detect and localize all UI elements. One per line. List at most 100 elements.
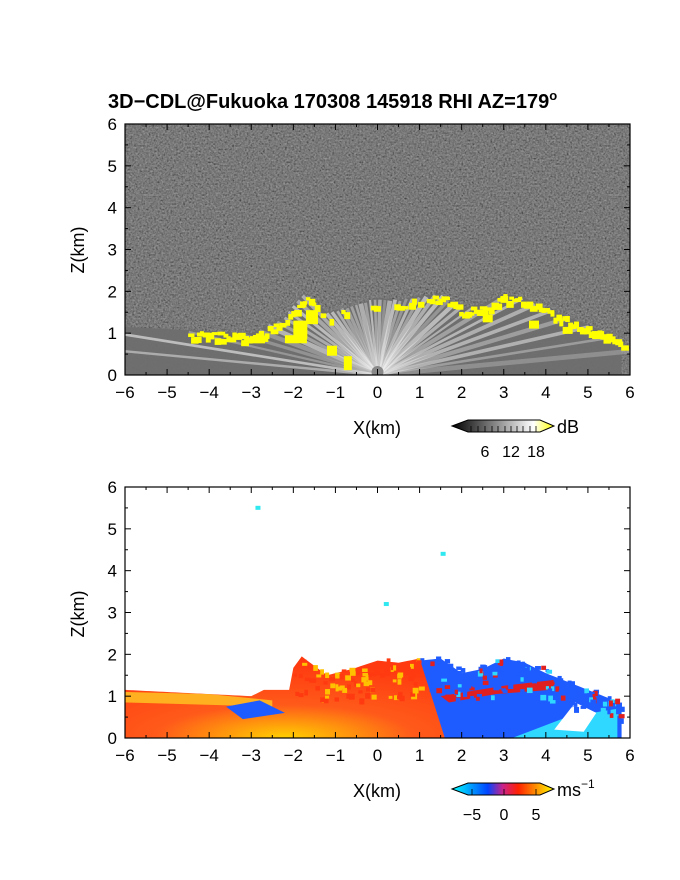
- velocity-pixel: [570, 681, 575, 687]
- colorbar1-bar: [450, 419, 556, 433]
- velocity-pixel: [472, 682, 478, 688]
- colorbar1-unit: dB: [557, 417, 579, 437]
- high-intensity-pixel: [600, 334, 608, 340]
- high-intensity-pixel: [521, 301, 527, 308]
- approaching-velocity-region: [125, 656, 445, 738]
- velocity-pixel: [490, 695, 495, 701]
- colorbar2-tickmarks: [471, 789, 537, 795]
- colorbar2-tick-label: −5: [463, 807, 481, 824]
- velocity-pixel: [397, 672, 404, 678]
- velocity-pixel: [616, 702, 623, 707]
- velocity-pixel: [609, 713, 614, 718]
- velocity-pixel: [580, 705, 587, 709]
- velocity-pixel: [351, 678, 355, 682]
- y-tick-label: 6: [108, 478, 117, 497]
- colorbar2-bar: [450, 782, 556, 796]
- high-intensity-pixel: [211, 332, 218, 336]
- velocity-pixel: [405, 667, 411, 671]
- velocity-pixel: [584, 688, 589, 694]
- high-intensity-pixel: [417, 301, 425, 308]
- velocity-pixel: [488, 673, 494, 678]
- velocity-pixel: [339, 673, 344, 680]
- x-tick-label: −5: [157, 746, 176, 765]
- high-intensity-pixel: [571, 324, 577, 330]
- velocity-pixel: [587, 693, 593, 699]
- velocity-pixel: [495, 659, 500, 664]
- x-tick-label: 1: [415, 383, 424, 402]
- figure-title: 3D−CDL@Fukuoka 170308 145918 RHI AZ=179o: [108, 88, 557, 113]
- velocity-pixel: [482, 675, 487, 680]
- velocity-pixel: [497, 671, 504, 678]
- approaching-velocity-band: [125, 691, 273, 707]
- high-intensity-pixel: [456, 304, 464, 310]
- velocity-pixel: [500, 665, 505, 672]
- velocity-pixel: [347, 684, 351, 690]
- high-intensity-pixel: [588, 331, 594, 339]
- velocity-pixel: [533, 692, 540, 697]
- colorbar1-tick-label: 6: [481, 444, 490, 461]
- high-intensity-pixel: [305, 297, 311, 301]
- high-intensity-pixel: [238, 332, 246, 340]
- velocity-pixel: [313, 665, 318, 671]
- high-intensity-pixel: [229, 337, 237, 343]
- y-tick-label: 6: [108, 115, 117, 134]
- high-intensity-pixel: [273, 323, 280, 328]
- velocity-pixel: [558, 678, 563, 685]
- velocity-pixel: [545, 686, 550, 690]
- high-intensity-pixel: [453, 303, 458, 310]
- high-intensity-pixel: [285, 319, 291, 326]
- velocity-pixel: [462, 691, 468, 697]
- velocity-pixel: [386, 658, 391, 665]
- velocity-pixel: [456, 666, 462, 670]
- high-intensity-pixel: [314, 304, 321, 312]
- high-intensity-pixel: [308, 298, 316, 306]
- velocity-pixel: [320, 697, 325, 703]
- velocity-pixel: [341, 669, 347, 673]
- velocity-pixel: [548, 695, 553, 702]
- velocity-pixel: [329, 677, 336, 682]
- high-intensity-pixel: [291, 311, 296, 318]
- colorbar2-tick-label: 0: [500, 807, 509, 824]
- velocity-pixel: [436, 688, 443, 694]
- high-intensity-pixel: [232, 332, 237, 340]
- velocity-pixel: [445, 694, 450, 700]
- velocity-pixel: [362, 668, 368, 673]
- x-tick-label: −4: [199, 383, 218, 402]
- velocity-pixel: [320, 669, 325, 675]
- velocity-pixel: [436, 685, 442, 691]
- velocity-pixel: [492, 671, 498, 676]
- y-tick-label: 1: [108, 324, 117, 343]
- high-intensity-pixel: [429, 299, 436, 305]
- velocity-pixel: [469, 676, 476, 681]
- high-intensity-pixel: [244, 335, 250, 342]
- high-intensity-pixel: [529, 320, 539, 329]
- high-intensity-pixel: [476, 309, 484, 316]
- high-intensity-pixel: [467, 312, 475, 316]
- isolated-velocity-pixel: [440, 551, 446, 556]
- velocity-pixel: [520, 677, 524, 682]
- velocity-pixel: [558, 690, 564, 694]
- velocity-pixel: [325, 672, 330, 679]
- velocity-pixel: [393, 665, 397, 671]
- high-intensity-pixel: [526, 301, 534, 309]
- high-intensity-pixel: [220, 338, 227, 345]
- high-intensity-pixel: [459, 311, 464, 317]
- velocity-pixel: [353, 670, 360, 676]
- velocity-pixel: [518, 662, 524, 668]
- panel1-xlabel: X(km): [353, 418, 401, 438]
- velocity-pixel: [295, 691, 300, 696]
- velocity-pixel: [336, 686, 343, 691]
- panel1-axes: −6 −5 −4 −3 −2 −1 0 1 2 3 4 5 6 0 1 2 3 4 5 6: [108, 115, 635, 402]
- velocity-pixel: [412, 687, 419, 694]
- velocity-pixel: [413, 682, 417, 686]
- high-intensity-pixel: [603, 337, 611, 344]
- velocity-pixel: [410, 691, 416, 697]
- high-intensity-pixel: [294, 309, 302, 317]
- velocity-pixel: [302, 659, 307, 665]
- high-intensity-pixel: [344, 312, 351, 320]
- velocity-pixel: [434, 669, 439, 674]
- high-intensity-pixel: [518, 296, 523, 301]
- velocity-pixel: [420, 658, 425, 662]
- high-intensity-pixel: [618, 341, 624, 347]
- velocity-pixel: [348, 693, 355, 700]
